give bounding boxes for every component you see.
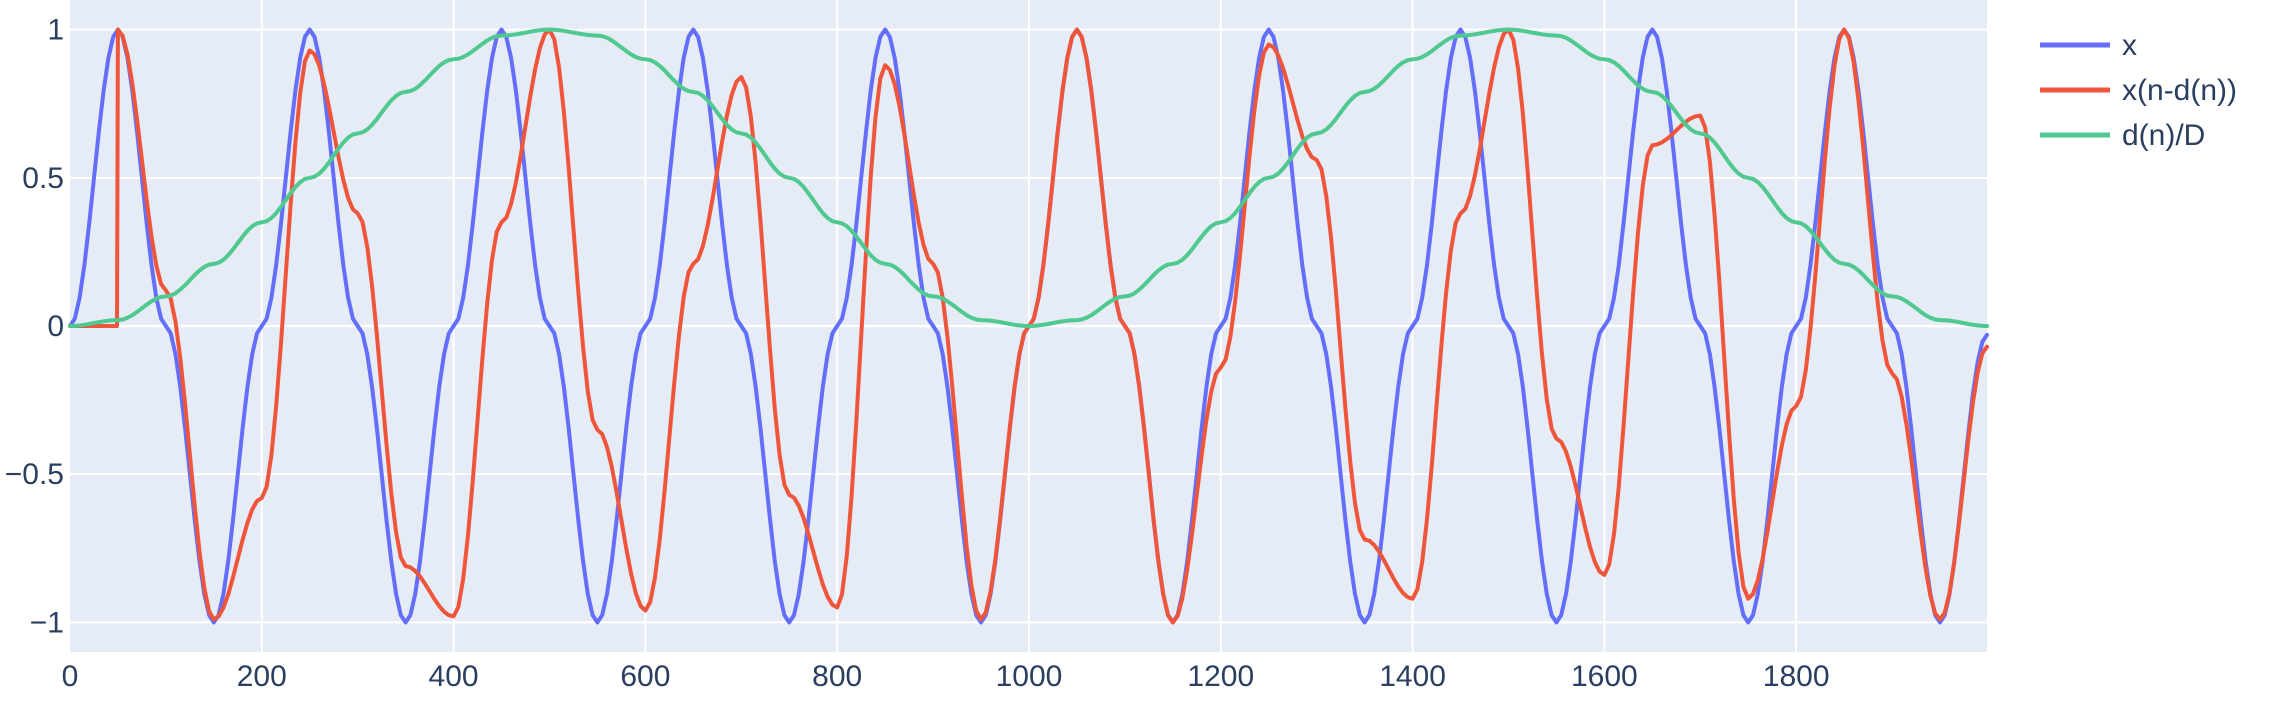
y-axis-tick-labels: −1 −0.5 0 0.5 1 [5,14,64,640]
legend-item[interactable]: x [2040,29,2137,62]
x-tick-label: 1000 [996,660,1063,693]
x-tick-label: 400 [429,660,479,693]
y-tick-label: −1 [30,606,64,639]
y-tick-label: 0.5 [22,162,64,195]
grid-lines [70,0,1987,652]
x-tick-label: 200 [237,660,287,693]
x-tick-label: 0 [62,660,79,693]
legend[interactable]: x x(n-d(n)) d(n)/D [2040,29,2237,152]
y-tick-label: −0.5 [5,458,64,491]
y-tick-label: 1 [47,14,64,47]
legend-label: x [2122,29,2137,62]
x-tick-label: 1200 [1187,660,1254,693]
legend-item[interactable]: d(n)/D [2040,119,2205,152]
x-axis-tick-labels: 0 200 400 600 800 1000 1200 1400 1600 1800 [62,660,1830,693]
x-tick-label: 800 [812,660,862,693]
x-tick-label: 1600 [1571,660,1638,693]
x-tick-label: 1800 [1763,660,1830,693]
legend-item[interactable]: x(n-d(n)) [2040,74,2237,107]
series-line-2 [68,27,1989,328]
x-tick-label: 600 [620,660,670,693]
legend-label: d(n)/D [2122,119,2205,152]
x-tick-label: 1400 [1379,660,1446,693]
series-layer [68,27,1989,625]
y-tick-label: 0 [47,310,64,343]
legend-label: x(n-d(n)) [2122,74,2237,107]
series-line-1 [68,27,1989,625]
